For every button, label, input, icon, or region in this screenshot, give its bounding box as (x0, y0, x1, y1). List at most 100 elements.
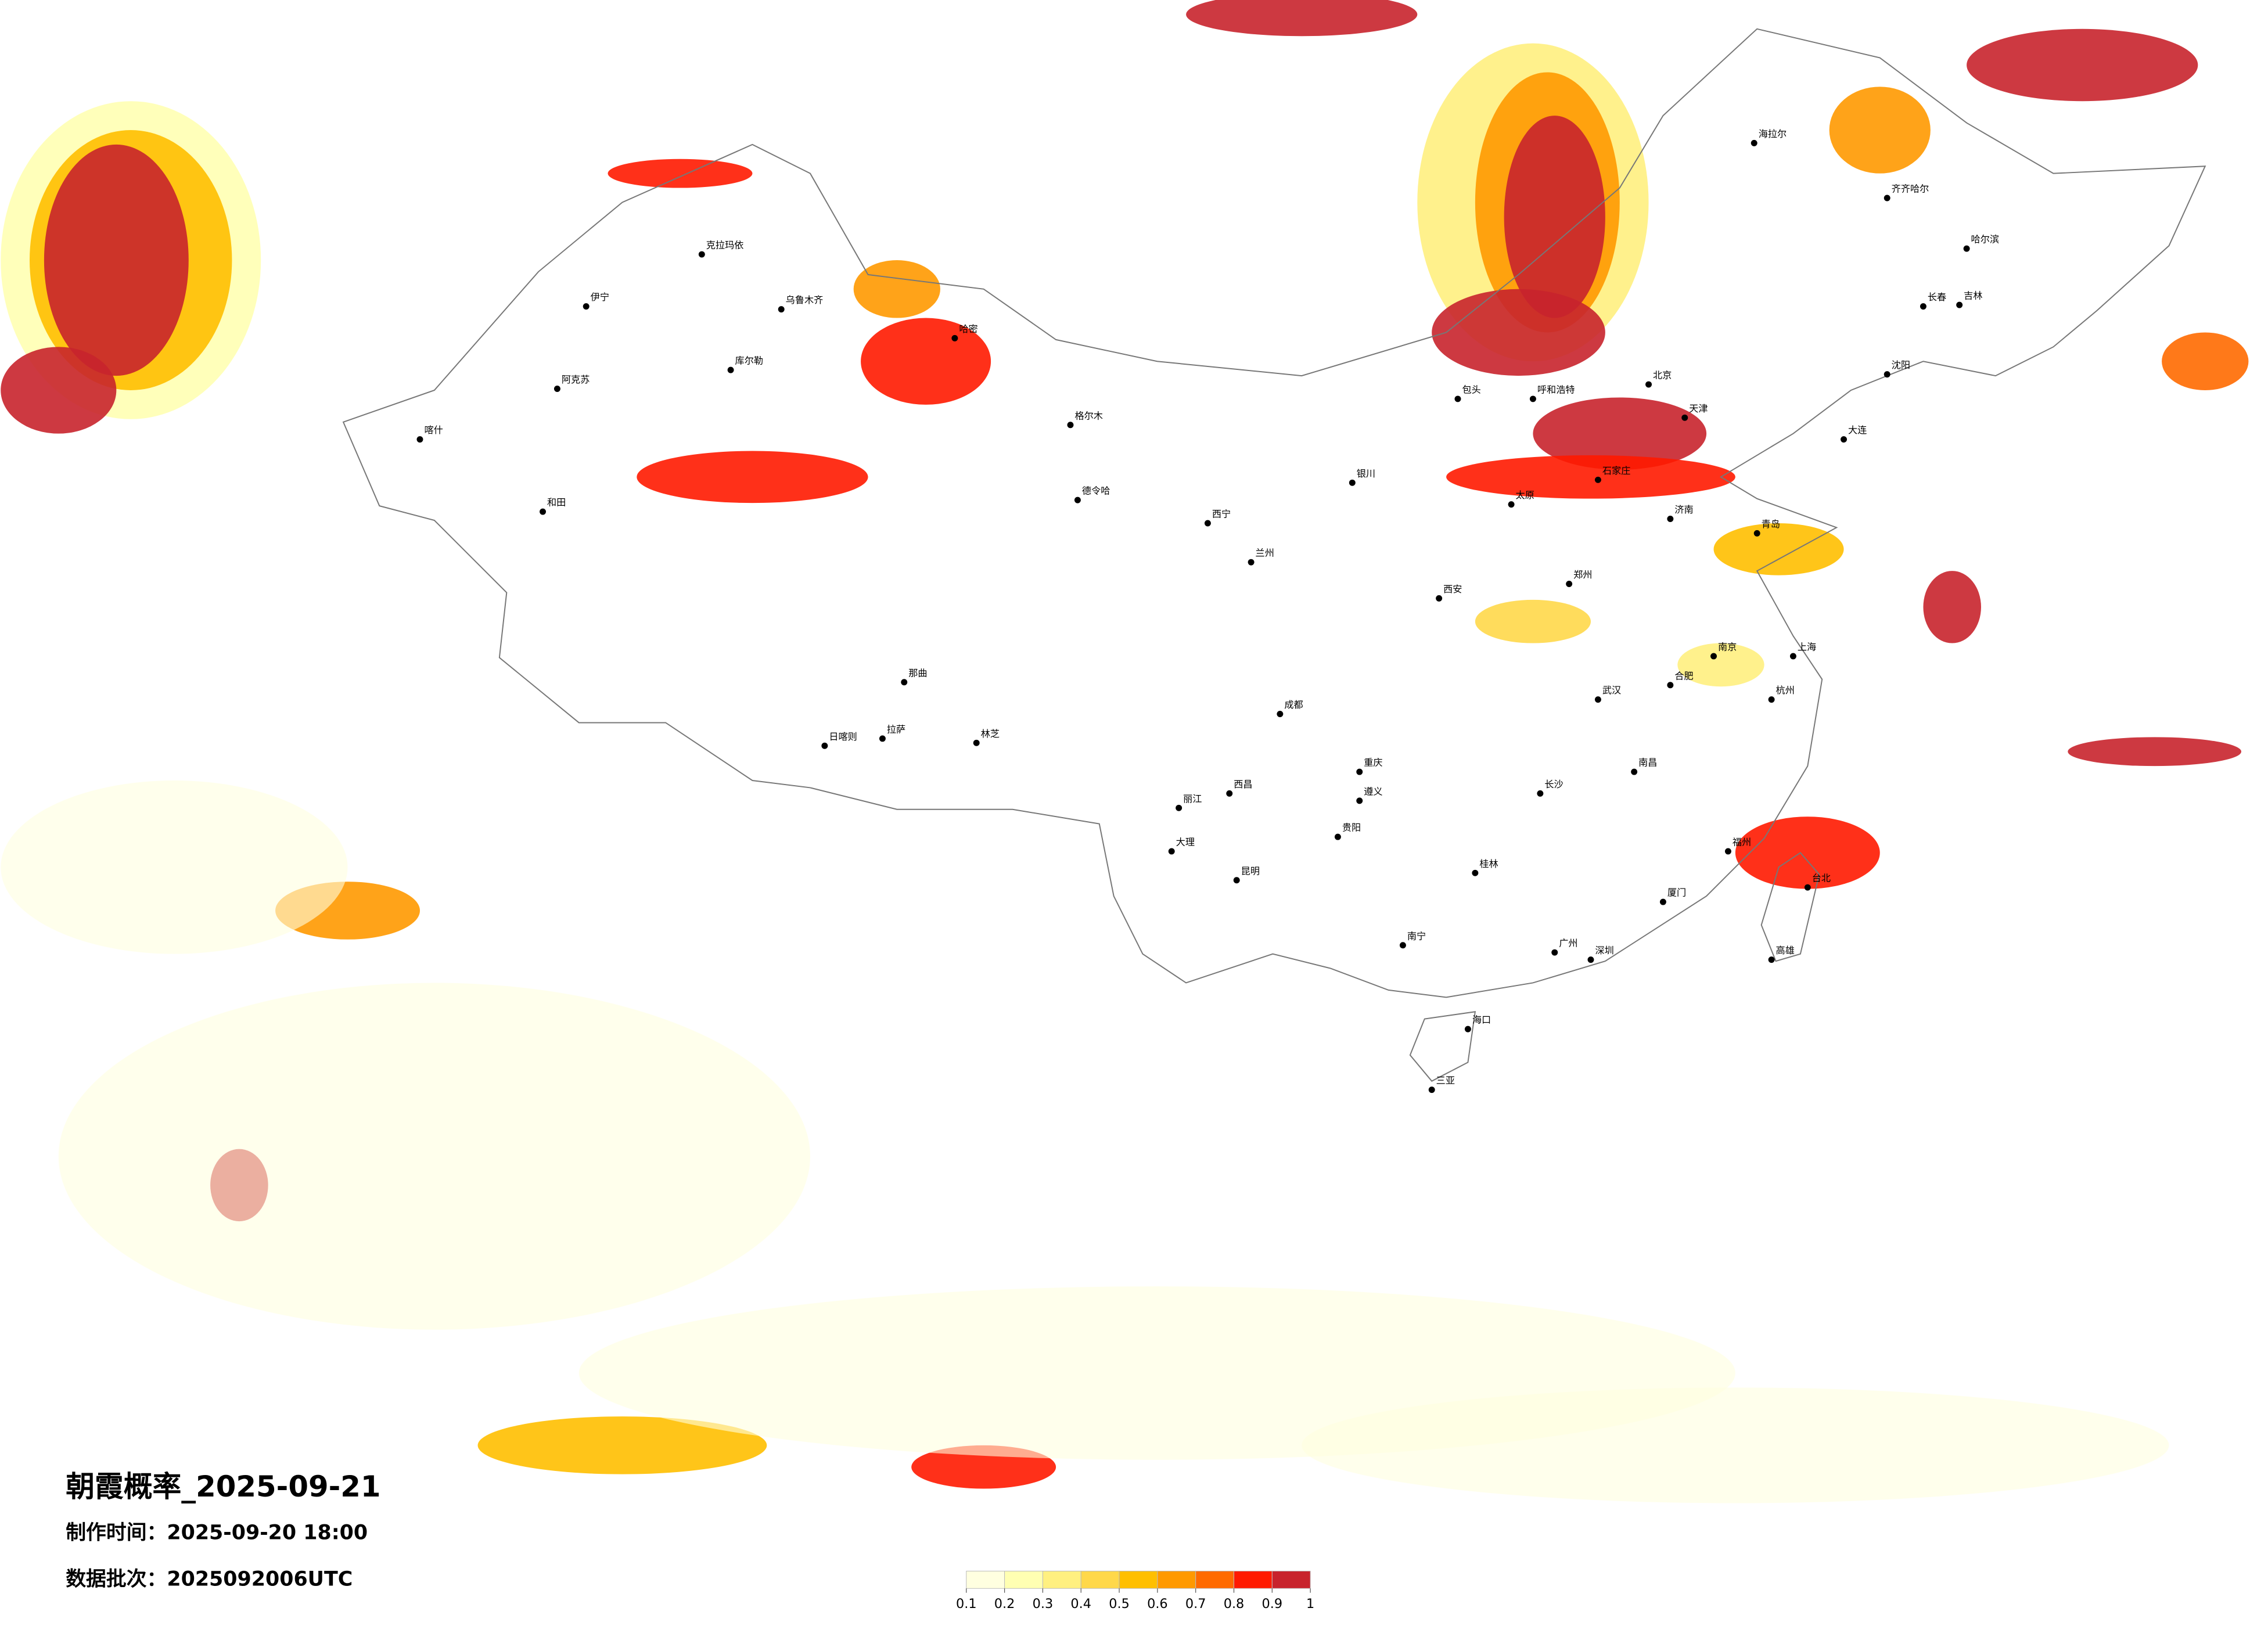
probability-blob (1446, 455, 1735, 499)
probability-blob (1, 347, 117, 434)
probability-haze (58, 983, 810, 1330)
city-dot (1226, 790, 1233, 797)
probability-blob (1735, 816, 1880, 889)
probability-blob (1432, 289, 1605, 376)
city-dot (1789, 653, 1796, 660)
city-label: 沈阳 (1892, 359, 1910, 370)
city-label: 包头 (1462, 384, 1480, 395)
city-dot (1566, 581, 1573, 587)
city-label: 大理 (1176, 837, 1195, 848)
city-dot (1659, 898, 1666, 905)
probability-blob (1829, 87, 1931, 174)
city-label: 太原 (1516, 490, 1534, 501)
city-dot (879, 735, 886, 742)
city-dot (1631, 768, 1638, 775)
city-dot (540, 508, 547, 515)
city-label: 广州 (1559, 938, 1577, 949)
city-label: 海口 (1472, 1015, 1491, 1026)
city-label: 深圳 (1595, 945, 1613, 956)
city-label: 哈尔滨 (1971, 234, 1999, 245)
map-title: 朝霞概率_2025-09-21 (66, 1470, 380, 1503)
city-label: 福州 (1733, 837, 1751, 848)
city-label: 呼和浩特 (1537, 384, 1575, 395)
city-label: 长沙 (1544, 779, 1563, 790)
city-label: 银川 (1357, 468, 1375, 479)
city-dot (1529, 395, 1536, 402)
city-dot (1356, 797, 1363, 804)
probability-blob (1533, 397, 1707, 470)
taiwan-border (1760, 852, 1820, 962)
probability-blob (1504, 116, 1605, 318)
legend-tick-label: 0.6 (1147, 1596, 1168, 1611)
city-dot (1508, 501, 1515, 508)
city-dot (1963, 245, 1970, 252)
city-dot (821, 742, 828, 749)
city-label: 海拉尔 (1759, 128, 1787, 139)
city-label: 青岛 (1762, 519, 1780, 530)
city-dot (1248, 559, 1255, 566)
city-label: 兰州 (1256, 548, 1274, 559)
city-label: 哈密 (959, 323, 977, 334)
city-label: 天津 (1689, 403, 1708, 414)
city-dot (1399, 942, 1406, 949)
city-label: 昆明 (1241, 865, 1260, 876)
city-dot (951, 334, 958, 341)
city-label: 济南 (1674, 504, 1693, 515)
city-dot (1768, 956, 1775, 963)
city-dot (1168, 848, 1175, 855)
city-label: 台北 (1812, 873, 1831, 884)
city-dot (1956, 301, 1963, 308)
legend-swatch (1004, 1570, 1043, 1589)
legend-swatch (1080, 1570, 1120, 1589)
probability-blob (1475, 599, 1591, 643)
city-dot (778, 306, 785, 313)
city-dot (1645, 381, 1652, 388)
city-dot (1751, 139, 1757, 146)
city-dot (1349, 479, 1356, 486)
probability-blob (1967, 28, 2198, 102)
city-dot (1074, 497, 1081, 503)
city-label: 郑州 (1573, 569, 1592, 580)
production-time: 制作时间：2025-09-20 18:00 (66, 1521, 368, 1545)
city-label: 厦门 (1667, 887, 1686, 898)
city-dot (1884, 371, 1890, 378)
city-dot (1667, 682, 1674, 689)
city-dot (553, 386, 560, 392)
city-dot (1176, 804, 1182, 811)
city-dot (1334, 833, 1341, 840)
city-dot (973, 739, 980, 746)
probability-haze (1302, 1387, 2169, 1503)
city-label: 南京 (1718, 642, 1737, 653)
hainan-border (1409, 1011, 1476, 1082)
city-dot (698, 251, 705, 258)
legend-tick-label: 0.4 (1070, 1596, 1091, 1611)
probability-blob (637, 451, 868, 503)
city-label: 三亚 (1436, 1075, 1455, 1086)
city-dot (583, 303, 590, 310)
legend-tick-label: 1 (1306, 1596, 1314, 1611)
city-label: 拉萨 (887, 724, 905, 735)
city-label: 西安 (1443, 584, 1462, 595)
city-label: 库尔勒 (735, 355, 763, 366)
city-label: 杭州 (1776, 685, 1795, 696)
city-label: 西昌 (1234, 779, 1252, 790)
city-dot (1587, 956, 1594, 963)
probability-blob (44, 144, 189, 376)
city-label: 武汉 (1602, 685, 1621, 696)
city-label: 高雄 (1776, 945, 1795, 956)
city-dot (1804, 884, 1811, 891)
legend-swatch (1119, 1570, 1158, 1589)
city-label: 伊宁 (591, 292, 609, 303)
city-label: 和田 (547, 497, 566, 508)
city-label: 齐齐哈尔 (1892, 184, 1929, 195)
city-dot (1428, 1087, 1435, 1093)
city-dot (1594, 696, 1601, 703)
city-dot (1920, 303, 1926, 310)
probability-blob (2162, 332, 2249, 390)
city-dot (901, 679, 908, 686)
city-dot (1356, 768, 1363, 775)
city-dot (1464, 1026, 1471, 1033)
legend-swatch (1042, 1570, 1081, 1589)
